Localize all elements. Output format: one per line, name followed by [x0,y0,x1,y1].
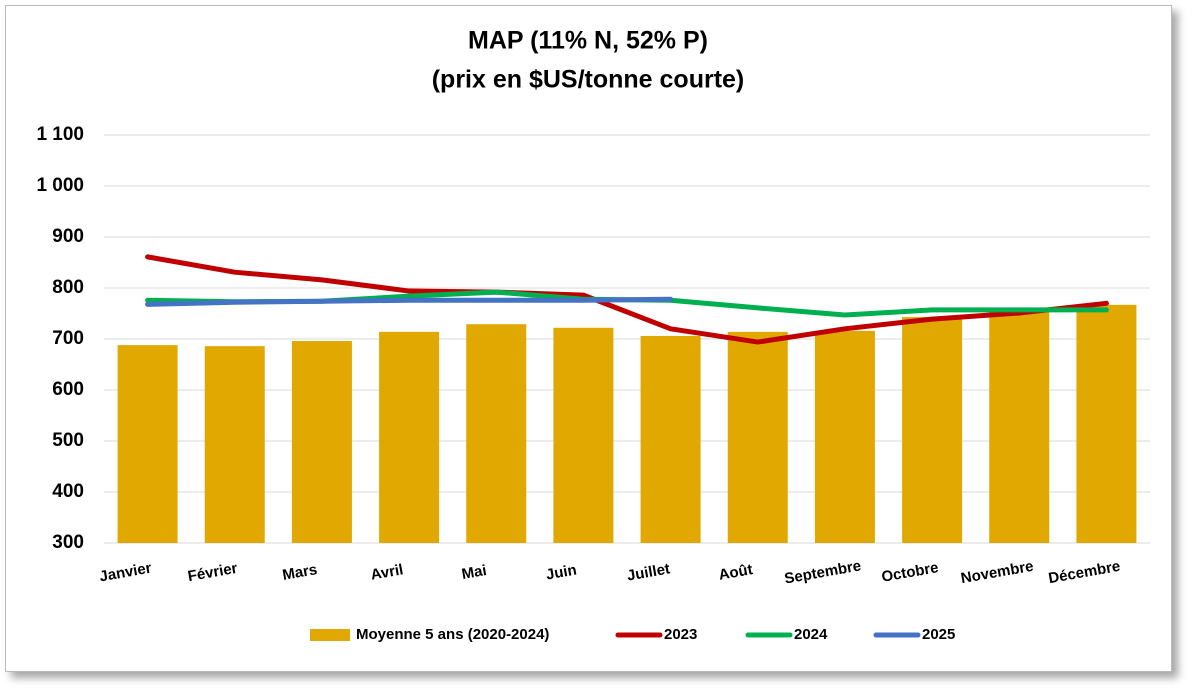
y-tick-label: 500 [52,430,84,451]
legend-swatch [310,629,350,641]
y-tick-label: 900 [52,226,84,247]
bar [814,330,875,543]
bar [117,345,178,543]
bar [640,335,701,543]
legend-label: Moyenne 5 ans (2020-2024) [356,626,549,643]
x-tick-label: Novembre [960,558,1035,587]
x-tick-label: Juillet [626,560,672,584]
x-tick-label: Juin [545,561,578,583]
x-tick-label: Mai [460,562,488,583]
chart-title: MAP (11% N, 52% P) [468,27,708,55]
bar [553,327,614,543]
legend-label: 2023 [664,626,697,643]
chart-subtitle: (prix en $US/tonne courte) [432,66,745,94]
x-tick-label: Avril [369,561,404,583]
y-tick-label: 400 [52,481,84,502]
y-tick-label: 700 [52,328,84,349]
bar [466,324,527,543]
x-tick-label: Octobre [880,559,940,586]
x-tick-label: Janvier [98,560,153,586]
bar [727,331,788,543]
x-tick-label: Décembre [1047,558,1121,587]
bar [379,331,440,543]
x-tick-label: Août [717,561,754,584]
line-series [145,296,674,307]
y-tick-label: 600 [52,379,84,400]
legend-label: 2025 [922,626,955,643]
bar [989,311,1050,543]
bar [291,341,352,543]
y-tick-label: 300 [52,532,84,553]
bar [902,317,963,543]
x-tick-label: Mars [281,561,318,584]
legend-label: 2024 [794,626,828,643]
y-tick-label: 1 100 [36,124,84,145]
bar [1076,304,1137,543]
y-tick-label: 1 000 [36,175,84,196]
bar [204,346,265,543]
x-tick-label: Février [187,560,239,585]
line-series [145,254,1109,345]
y-tick-label: 800 [52,277,84,298]
x-tick-label: Septembre [783,557,862,587]
